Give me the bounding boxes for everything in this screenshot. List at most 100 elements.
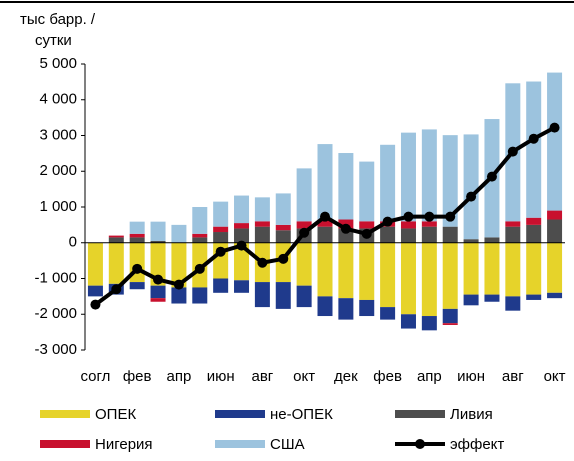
x-tick-label: апр	[417, 368, 442, 385]
bar-segment	[400, 221, 416, 229]
effect-marker	[111, 284, 122, 295]
y-tick-label: -3 000	[34, 341, 77, 358]
bar-segment	[192, 287, 208, 304]
effect-marker	[382, 216, 393, 227]
x-tick-label: фев	[373, 368, 402, 385]
bar-segment	[526, 242, 542, 295]
effect-marker	[361, 228, 372, 239]
bar-segment	[505, 226, 521, 243]
bar-segment	[275, 230, 291, 243]
bar-segment	[380, 307, 396, 320]
bar-segment	[526, 224, 542, 243]
bar-segment	[213, 232, 229, 243]
effect-marker	[528, 133, 539, 144]
effect-marker	[90, 299, 101, 310]
bar-segment	[254, 221, 270, 227]
legend-label: США	[270, 436, 305, 453]
bar-segment	[484, 294, 500, 302]
bar-segment	[484, 237, 500, 243]
bar-segment	[213, 201, 229, 227]
bar-segment	[234, 195, 250, 224]
legend-swatch	[215, 410, 265, 418]
bar-segment	[380, 242, 396, 308]
bar-segment	[254, 226, 270, 243]
effect-marker	[486, 171, 497, 182]
bar-segment	[296, 168, 312, 222]
bar-segment	[275, 224, 291, 231]
bar-segment	[547, 72, 563, 211]
bar-segment	[129, 221, 145, 234]
bar-segment	[129, 233, 145, 238]
y-axis-label: тыс барр. /	[20, 11, 96, 28]
effect-marker	[215, 246, 226, 257]
bar-segment	[547, 292, 563, 299]
x-tick-label: апр	[167, 368, 192, 385]
bar-segment	[234, 228, 250, 243]
bar-segment	[234, 223, 250, 229]
bar-segment	[400, 228, 416, 243]
bar-segment	[400, 242, 416, 315]
bar-segment	[338, 242, 354, 299]
bar-segment	[421, 242, 437, 317]
bar-segment	[442, 308, 458, 324]
x-tick-label: авг	[502, 368, 524, 385]
bar-segment	[87, 285, 103, 297]
bar-segment	[87, 242, 103, 286]
bar-segment	[150, 298, 166, 302]
effect-marker	[549, 122, 560, 133]
legend-label: эффект	[450, 436, 504, 453]
bar-segment	[150, 221, 166, 241]
effect-marker	[424, 211, 435, 222]
effect-marker	[340, 223, 351, 234]
bar-segment	[129, 237, 145, 243]
x-tick-label: дек	[334, 368, 358, 385]
legend-swatch	[40, 410, 90, 418]
bar-segment	[380, 144, 396, 222]
y-tick-label: 1 000	[39, 198, 77, 215]
bar-segment	[359, 161, 375, 222]
bar-segment	[150, 240, 166, 243]
bar-segment	[421, 129, 437, 222]
bar-segment	[463, 239, 479, 243]
bar-segment	[108, 235, 124, 238]
bar-segment	[421, 221, 437, 227]
bar-segment	[275, 282, 291, 309]
bar-segment	[338, 153, 354, 220]
effect-marker	[173, 279, 184, 290]
bar-segment	[317, 144, 333, 220]
y-tick-label: -2 000	[34, 305, 77, 322]
x-tick-label: окт	[293, 368, 315, 385]
bar-segment	[150, 285, 166, 299]
bar-segment	[338, 298, 354, 320]
effect-marker	[194, 263, 205, 274]
bar-segment	[442, 323, 458, 325]
effect-marker	[320, 211, 330, 222]
bar-segment	[463, 294, 479, 306]
x-tick-label: авг	[251, 368, 273, 385]
bar-segment	[254, 197, 270, 222]
x-tick-label: июн	[457, 368, 485, 385]
bar-segment	[317, 242, 333, 297]
bar-segment	[234, 242, 250, 281]
bar-segment	[547, 242, 563, 293]
bar-segment	[463, 242, 479, 295]
effect-marker	[507, 146, 518, 157]
y-tick-label: 3 000	[39, 126, 77, 143]
bar-segment	[150, 242, 166, 286]
bar-segment	[547, 210, 563, 220]
bar-segment	[192, 233, 208, 238]
bar-segment	[213, 226, 229, 233]
effect-marker	[445, 211, 456, 222]
bar-segment	[484, 242, 500, 295]
bar-segment	[526, 81, 542, 218]
bar-segment	[317, 226, 333, 243]
effect-marker	[153, 274, 164, 285]
bar-segment	[234, 280, 250, 293]
y-tick-label: -1 000	[34, 269, 77, 286]
legend-label: ОПЕК	[95, 406, 136, 423]
bar-segment	[505, 296, 521, 311]
bar-segment	[526, 294, 542, 300]
bar-segment	[359, 242, 375, 300]
bar-segment	[317, 296, 333, 317]
